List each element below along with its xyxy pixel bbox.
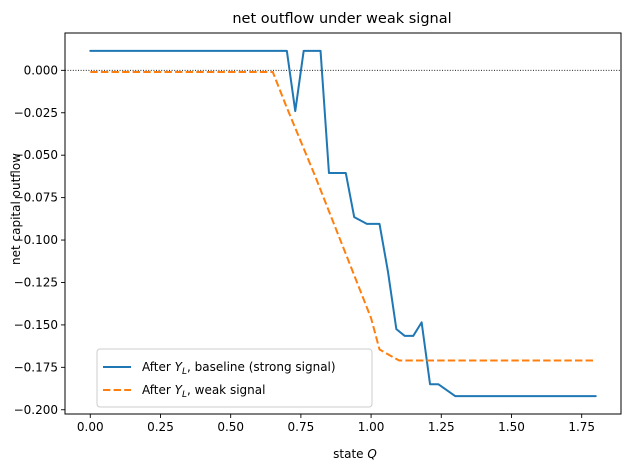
plot-frame xyxy=(64,32,622,415)
legend-label-2: After YL, weak signal xyxy=(142,383,265,400)
y-tick-label: −0.100 xyxy=(14,233,58,247)
y-axis-label: net capital outflow xyxy=(9,153,23,265)
y-tick-label: −0.025 xyxy=(14,106,58,120)
y-axis: 0.000 −0.025 −0.050 −0.075 −0.100 −0.125 −0.15… xyxy=(14,63,65,417)
series-layer xyxy=(89,49,597,398)
x-tick-label: 1.00 xyxy=(358,420,385,434)
x-tick-label: 0.75 xyxy=(288,420,315,434)
x-tick-label: 1.75 xyxy=(568,420,595,434)
x-tick-label: 1.25 xyxy=(428,420,455,434)
x-axis: 0.00 0.25 0.50 0.75 1.00 1.25 1.50 1.75 xyxy=(77,414,595,434)
legend-box xyxy=(96,348,373,408)
x-tick-label: 0.25 xyxy=(147,420,174,434)
x-tick-label: 0.00 xyxy=(77,420,104,434)
legend: After YL, baseline (strong signal) After … xyxy=(96,348,373,408)
y-tick-label: −0.150 xyxy=(14,318,58,332)
x-axis-label: state Q xyxy=(333,447,377,461)
y-tick-label: −0.175 xyxy=(14,360,58,374)
chart-title: net outflow under weak signal xyxy=(232,11,451,27)
y-tick-label: −0.050 xyxy=(14,148,58,162)
y-tick-label: −0.075 xyxy=(14,191,58,205)
y-tick-label: 0.000 xyxy=(24,63,58,77)
series-line-1 xyxy=(89,49,597,398)
series-line-2 xyxy=(90,71,596,362)
y-tick-label: −0.200 xyxy=(14,403,58,417)
x-tick-label: 1.50 xyxy=(498,420,525,434)
y-tick-label: −0.125 xyxy=(14,275,58,289)
legend-label-1: After YL, baseline (strong signal) xyxy=(142,360,336,377)
x-tick-label: 0.50 xyxy=(217,420,244,434)
